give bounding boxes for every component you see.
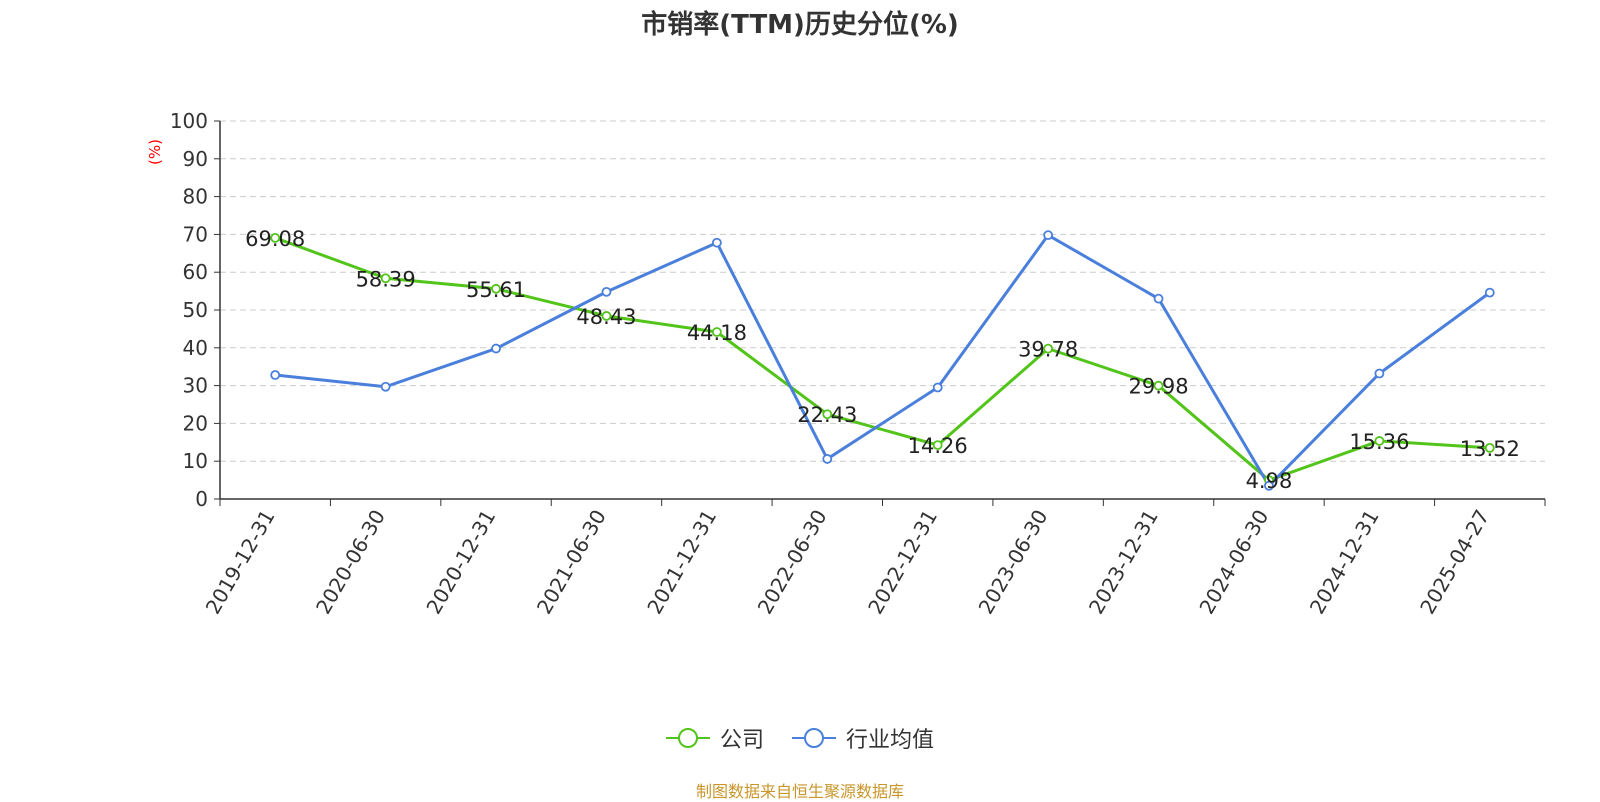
data-point-company bbox=[270, 232, 281, 243]
data-point-industry-avg bbox=[380, 381, 391, 392]
y-tick-label: 60 bbox=[183, 260, 208, 284]
y-axis-label: (%) bbox=[146, 139, 164, 165]
data-point-industry-avg bbox=[270, 370, 281, 380]
x-tick-label: 2022-06-30 bbox=[753, 506, 832, 619]
data-label: 39.78 bbox=[1018, 338, 1078, 362]
y-tick-label: 0 bbox=[195, 487, 208, 511]
x-tick-label: 2021-12-31 bbox=[642, 506, 721, 619]
legend-company-icon bbox=[665, 728, 710, 748]
data-point-industry-avg bbox=[1043, 230, 1054, 241]
x-tick-label: 2020-12-31 bbox=[421, 505, 500, 618]
y-tick-label: 30 bbox=[183, 374, 208, 398]
data-label: 44.18 bbox=[687, 321, 747, 345]
y-tick-label: 90 bbox=[183, 147, 208, 171]
x-tick-label: 2025-04-27 bbox=[1415, 506, 1494, 619]
data-label: 29.98 bbox=[1128, 375, 1188, 399]
y-tick-label: 100 bbox=[170, 109, 208, 133]
x-tick-label: 2022-12-31 bbox=[863, 505, 942, 618]
data-point-company bbox=[601, 311, 612, 321]
data-point-company bbox=[711, 327, 722, 337]
data-point-industry-avg bbox=[1264, 480, 1274, 491]
data-point-industry-avg bbox=[491, 343, 501, 354]
series-line-industry-avg bbox=[275, 233, 1491, 488]
series bbox=[270, 230, 1495, 491]
data-point-industry-avg bbox=[822, 454, 833, 464]
data-point-company bbox=[1153, 380, 1164, 391]
axes: 0 10 20 30 40 50 60 70 80 90 100 2019-12-31 2020-06-… bbox=[170, 109, 1546, 619]
x-tick-label: 2019-12-31 bbox=[201, 506, 280, 619]
y-tick-label: 50 bbox=[183, 298, 208, 322]
gridlines bbox=[220, 120, 1545, 462]
data-point-company bbox=[932, 440, 943, 450]
y-tick-label: 20 bbox=[183, 411, 208, 435]
data-point-company bbox=[1043, 343, 1054, 354]
data-label: 55.61 bbox=[466, 278, 526, 302]
legend-item-company[interactable]: 公司 bbox=[665, 722, 764, 754]
data-label: 14.26 bbox=[908, 434, 968, 458]
data-point-company bbox=[491, 283, 501, 294]
data-point-industry-avg bbox=[1374, 368, 1385, 379]
data-label: 15.36 bbox=[1349, 430, 1409, 454]
x-tick-label: 2020-06-30 bbox=[311, 506, 390, 619]
x-tick-label: 2023-12-31 bbox=[1084, 506, 1163, 619]
data-label: 48.43 bbox=[576, 305, 636, 329]
data-label: 58.39 bbox=[356, 267, 416, 291]
data-point-company bbox=[1484, 442, 1495, 453]
data-point-industry-avg bbox=[711, 237, 722, 248]
data-point-industry-avg bbox=[932, 382, 943, 393]
data-point-company bbox=[822, 409, 833, 420]
chart-title: 市销率(TTM)历史分位(%) bbox=[641, 10, 959, 40]
data-point-industry-avg bbox=[1484, 287, 1495, 298]
data-point-industry-avg bbox=[1153, 293, 1164, 304]
data-label: 13.52 bbox=[1460, 437, 1520, 461]
legend: 公司 行业均值 bbox=[0, 722, 1600, 754]
legend-industry-label: 行业均值 bbox=[846, 728, 935, 753]
data-point-company bbox=[1374, 436, 1385, 446]
data-label: 4.98 bbox=[1246, 469, 1293, 493]
x-tick-label: 2024-12-31 bbox=[1305, 506, 1384, 619]
series-line-company bbox=[274, 236, 1490, 482]
y-tick-label: 40 bbox=[183, 336, 208, 360]
legend-company-label: 公司 bbox=[719, 728, 764, 753]
y-tick-label: 80 bbox=[183, 185, 208, 209]
data-point-industry-avg bbox=[601, 286, 612, 297]
x-tick-label: 2021-06-30 bbox=[532, 506, 611, 619]
data-point-company bbox=[380, 273, 391, 284]
x-tick-label: 2023-06-30 bbox=[974, 506, 1053, 619]
x-tick-label: 2024-06-30 bbox=[1194, 506, 1273, 619]
y-tick-label: 70 bbox=[183, 222, 208, 246]
y-tick-label: 10 bbox=[183, 449, 208, 473]
data-label: 22.43 bbox=[797, 403, 857, 427]
data-labels: 69.08 58.39 55.61 48.43 44.18 22.43 14.26 39.78… bbox=[245, 227, 1520, 493]
source-note: 制图数据来自恒生聚源数据库 bbox=[695, 782, 904, 801]
data-label: 69.08 bbox=[245, 227, 305, 251]
legend-item-industry-avg[interactable]: 行业均值 bbox=[792, 722, 934, 754]
legend-industry-icon bbox=[792, 728, 836, 748]
